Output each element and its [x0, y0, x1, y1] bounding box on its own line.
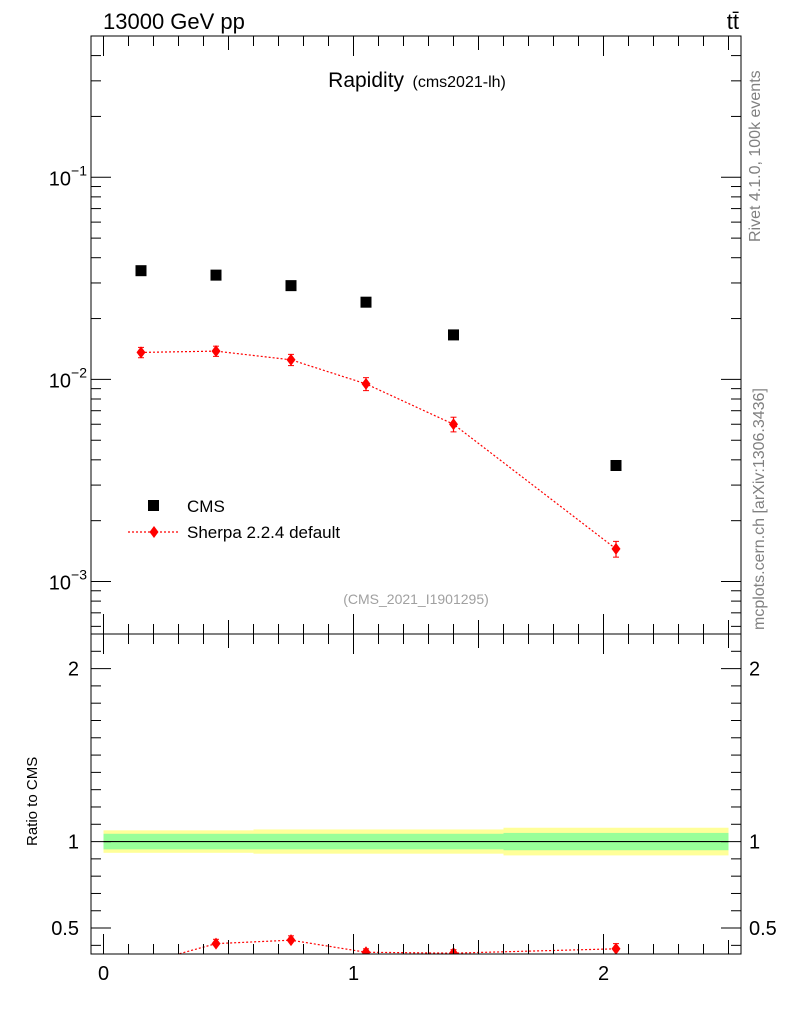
main-panel: 10−110−210−3 Rapidity (cms2021-lh) (CMS_… — [49, 35, 742, 635]
x-tick-label: 1 — [348, 963, 359, 985]
sherpa-point — [361, 377, 371, 390]
cms-point — [285, 280, 297, 292]
ratio-point — [611, 942, 621, 954]
sherpa-point — [449, 418, 458, 431]
mcplots-reference-label: mcplots.cern.ch [arXiv:1306.3436] — [751, 388, 768, 630]
ratio-y-tick-label-right: 0.5 — [749, 918, 777, 940]
y-tick-mantissa: 10 — [49, 370, 71, 392]
cms-point — [210, 269, 222, 281]
sherpa-point — [211, 345, 221, 358]
legend: CMS Sherpa 2.2.4 default — [128, 497, 340, 542]
legend-cms-label: CMS — [187, 497, 225, 516]
legend-sherpa-label: Sherpa 2.2.4 default — [187, 523, 340, 542]
y-tick-label: 10−2 — [49, 364, 87, 392]
x-tick-label: 0 — [98, 963, 109, 985]
ratio-y-tick-label-left: 0.5 — [51, 918, 79, 940]
y-tick-label: 10−3 — [49, 567, 87, 595]
cms-point — [448, 329, 459, 341]
legend-cms-marker — [148, 500, 159, 511]
y-tick-label: 10−1 — [49, 162, 87, 190]
sherpa-point — [136, 346, 146, 359]
plot-title-sub: (cms2021-lh) — [412, 74, 505, 91]
sherpa-point — [286, 353, 296, 366]
x-tick-label: 2 — [598, 963, 609, 985]
process-label: tt̄ — [727, 9, 739, 34]
plot-title-main: Rapidity — [328, 69, 404, 92]
y-tick-mantissa: 10 — [49, 168, 71, 190]
ratio-point — [211, 937, 221, 950]
ratio-y-axis-label: Ratio to CMS — [24, 757, 41, 846]
sherpa-line — [140, 350, 617, 550]
legend-sherpa-marker — [149, 526, 159, 538]
y-tick-exponent: −1 — [71, 162, 87, 178]
analysis-id-label: (CMS_2021_I1901295) — [343, 591, 489, 607]
ratio-point — [137, 958, 146, 970]
y-tick-exponent: −2 — [71, 364, 87, 380]
energy-label: 13000 GeV pp — [103, 9, 245, 34]
main-frame — [90, 35, 742, 635]
ratio-point — [361, 946, 371, 954]
cms-point — [610, 459, 622, 471]
sherpa-point — [611, 542, 621, 555]
ratio-y-tick-label-right: 1 — [749, 832, 760, 854]
ratio-y-tick-label-right: 2 — [749, 659, 760, 681]
y-tick-exponent: −3 — [71, 567, 87, 583]
cms-point — [135, 265, 147, 277]
ratio-y-tick-label-left: 2 — [68, 659, 79, 681]
ratio-point — [286, 934, 296, 947]
rivet-version-label: Rivet 4.1.0, 100k events — [747, 70, 764, 242]
plot-title: Rapidity (cms2021-lh) — [328, 69, 506, 92]
cms-point — [360, 296, 372, 308]
ratio-y-tick-label-left: 1 — [68, 832, 79, 854]
ratio-frame — [90, 633, 742, 955]
y-tick-mantissa: 10 — [49, 573, 71, 595]
ratio-panel: 0.5 0.5 1 1 2 2 0 1 2 Ratio to CMS — [24, 633, 777, 985]
